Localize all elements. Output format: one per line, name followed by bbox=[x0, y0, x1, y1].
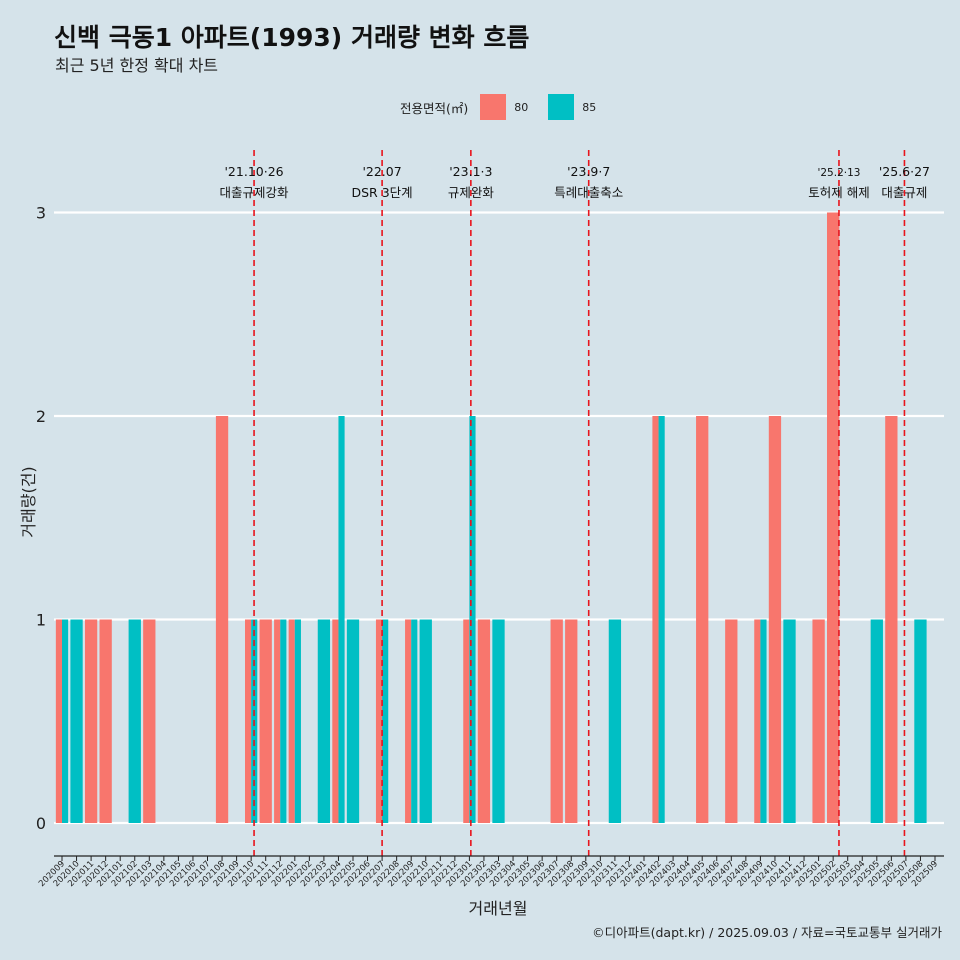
legend-label-80: 80 bbox=[514, 100, 529, 114]
event-label: 대출규제강화 bbox=[220, 185, 290, 200]
bar-85-202402 bbox=[658, 416, 665, 823]
bar-80-202506 bbox=[885, 416, 898, 823]
bar-85-202210 bbox=[419, 619, 432, 823]
bar-80-202112 bbox=[274, 619, 281, 823]
bar-80-202302 bbox=[477, 619, 491, 823]
event-label: 특례대출축소 bbox=[554, 185, 623, 200]
legend-title: 전용면적(㎡) bbox=[400, 100, 469, 116]
bar-80-202502 bbox=[827, 212, 840, 823]
bar-85-202505 bbox=[870, 619, 883, 823]
bar-80-202501 bbox=[812, 619, 825, 823]
bar-85-202508 bbox=[914, 619, 927, 823]
bar-80-202410 bbox=[768, 416, 782, 823]
bar-85-202009 bbox=[62, 619, 69, 823]
event-date: '21.10·26 bbox=[225, 164, 284, 179]
legend-swatch-80 bbox=[480, 94, 507, 120]
bar-85-202409 bbox=[760, 619, 767, 823]
event-label: DSR 3단계 bbox=[352, 185, 413, 200]
bar-80-202307 bbox=[550, 619, 563, 823]
bar-80-202201 bbox=[288, 619, 295, 823]
bar-80-202207 bbox=[375, 619, 383, 823]
event-label: 토허제 해제 bbox=[808, 185, 869, 200]
bar-85-202301 bbox=[469, 416, 476, 823]
event-date: '23.1·3 bbox=[449, 164, 492, 179]
chart-title: 신백 극동1 아파트(1993) 거래량 변화 흐름 bbox=[54, 23, 530, 52]
bar-80-202204 bbox=[332, 619, 339, 823]
chart-subtitle: 최근 5년 한정 확대 차트 bbox=[55, 56, 219, 75]
bar-85-202205 bbox=[346, 619, 360, 823]
bar-80-202407 bbox=[725, 619, 738, 823]
bar-80-202402 bbox=[652, 416, 659, 823]
y-axis-label: 거래량(건) bbox=[19, 466, 38, 537]
event-date: '22.07 bbox=[362, 164, 401, 179]
event-markers: '21.10·26 대출규제강화 '22.07 DSR 3단계 '23.1·3 규제완화 '… bbox=[220, 150, 930, 856]
bar-80-202301 bbox=[463, 619, 470, 823]
legend-swatch-85 bbox=[548, 94, 575, 120]
bar-80-202409 bbox=[754, 619, 761, 823]
x-axis-label: 거래년월 bbox=[469, 899, 528, 918]
bar-80-202009 bbox=[55, 619, 62, 823]
bar-85-202209 bbox=[411, 619, 418, 823]
bar-80-202111 bbox=[259, 619, 272, 823]
bar-85-202311 bbox=[608, 619, 622, 823]
y-tick-label: 2 bbox=[36, 407, 46, 426]
bar-80-202011 bbox=[84, 619, 98, 823]
bar-85-202102 bbox=[128, 619, 141, 823]
legend: 전용면적(㎡) 80 85 bbox=[400, 93, 616, 121]
event-date: '25.6·27 bbox=[879, 164, 930, 179]
bar-85-202201 bbox=[294, 619, 301, 823]
caption: ©디아파트(dapt.kr) / 2025.09.03 / 자료=국토교통부 실… bbox=[592, 925, 942, 940]
legend-label-85: 85 bbox=[582, 100, 597, 114]
bar-85-202112 bbox=[280, 619, 287, 823]
event-label: 규제완화 bbox=[448, 185, 495, 200]
event-date: '25.2·13 bbox=[817, 167, 860, 179]
bar-85-202203 bbox=[317, 619, 331, 823]
bar-85-202303 bbox=[492, 619, 505, 823]
bar-80-202103 bbox=[143, 619, 156, 823]
event-label: 대출규제 bbox=[881, 185, 927, 200]
bar-85-202204 bbox=[338, 416, 345, 823]
bar-80-202012 bbox=[99, 619, 112, 823]
bar-80-202108 bbox=[215, 416, 229, 823]
event-date: '23.9·7 bbox=[567, 164, 610, 179]
bar-80-202110 bbox=[245, 619, 252, 823]
bar-80-202308 bbox=[565, 619, 578, 823]
bar-80-202209 bbox=[405, 619, 412, 823]
bar-85-202207 bbox=[382, 619, 389, 823]
y-tick-label: 0 bbox=[36, 814, 46, 833]
bar-80-202405 bbox=[696, 416, 709, 823]
bars bbox=[55, 212, 927, 823]
y-tick-label: 3 bbox=[36, 204, 46, 223]
bar-85-202411 bbox=[783, 619, 796, 823]
y-tick-label: 1 bbox=[36, 611, 46, 630]
bar-85-202010 bbox=[70, 619, 83, 823]
